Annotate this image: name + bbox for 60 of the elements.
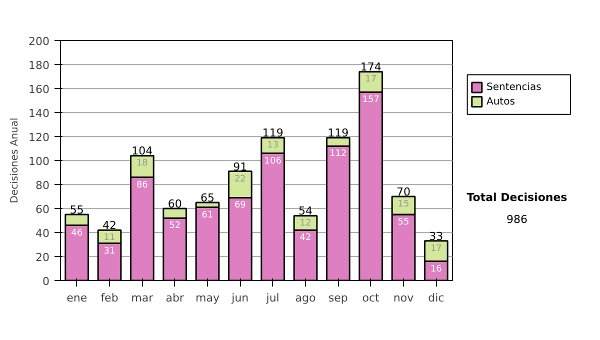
data-label: 86 bbox=[136, 180, 148, 190]
data-label: 17 bbox=[430, 244, 442, 254]
y-tick-label: 200 bbox=[28, 35, 50, 48]
x-tick-label: abr bbox=[166, 292, 184, 304]
y-tick-label: 120 bbox=[28, 131, 50, 144]
data-label: 42 bbox=[300, 233, 312, 244]
y-tick-label: 160 bbox=[28, 83, 50, 96]
total-label: 104 bbox=[132, 144, 153, 158]
total-label: 65 bbox=[200, 192, 214, 204]
total-label: 54 bbox=[298, 204, 312, 218]
text: 986 bbox=[505, 212, 528, 228]
total-label: 119 bbox=[328, 126, 349, 140]
x-tick-label: feb bbox=[100, 292, 118, 304]
total-label: 55 bbox=[70, 204, 84, 216]
x-tick-label: nov bbox=[393, 292, 414, 304]
total-label: 91 bbox=[233, 160, 248, 174]
data-label: 12 bbox=[300, 218, 312, 229]
x-tick-label: may bbox=[196, 292, 220, 304]
data-label: 46 bbox=[71, 228, 83, 238]
x-tick-label: mar bbox=[131, 292, 154, 304]
data-label: 13 bbox=[267, 140, 279, 151]
total-label: 33 bbox=[429, 230, 444, 243]
total-label: 119 bbox=[262, 126, 284, 140]
data-label: 112 bbox=[330, 149, 347, 160]
data-label: 15 bbox=[398, 200, 410, 210]
data-label: 16 bbox=[430, 264, 442, 274]
data-label: 22 bbox=[234, 174, 246, 184]
data-label: 11 bbox=[104, 233, 116, 244]
y-tick-label: 140 bbox=[28, 107, 50, 120]
data-label: 18 bbox=[136, 158, 148, 169]
y-tick-label: 20 bbox=[36, 251, 50, 264]
y-axis-title: Decisiones Anual bbox=[10, 118, 21, 204]
x-tick-label: ago bbox=[295, 292, 316, 304]
total-label: 60 bbox=[168, 198, 182, 210]
y-tick-label: 100 bbox=[28, 155, 50, 168]
total-label: 174 bbox=[360, 60, 382, 74]
data-label: 157 bbox=[362, 95, 380, 106]
x-tick-label: sep bbox=[328, 292, 348, 304]
x-tick-label: jul bbox=[265, 292, 280, 304]
x-tick-label: jun bbox=[230, 292, 249, 304]
data-label: 17 bbox=[365, 74, 377, 85]
total-label: 42 bbox=[102, 219, 116, 232]
data-label: 106 bbox=[264, 156, 282, 166]
x-tick-label: oct bbox=[362, 292, 380, 304]
x-tick-label: ene bbox=[66, 292, 88, 304]
text: Total Decisiones bbox=[466, 190, 568, 206]
y-tick-label: 40 bbox=[36, 227, 50, 240]
data-label: 61 bbox=[202, 210, 214, 220]
data-label: 55 bbox=[398, 218, 410, 228]
data-label: 52 bbox=[169, 221, 181, 232]
legend-label: Sentencias bbox=[486, 82, 542, 93]
x-tick-label: dic bbox=[428, 292, 444, 304]
total-label: 70 bbox=[396, 186, 410, 198]
y-tick-label: 180 bbox=[28, 59, 50, 72]
data-label: 31 bbox=[104, 246, 116, 256]
legend-label: Autos bbox=[486, 96, 515, 108]
data-label: 69 bbox=[234, 200, 246, 211]
y-tick-label: 80 bbox=[36, 179, 50, 192]
y-tick-label: 60 bbox=[36, 203, 50, 216]
y-tick-label: 0 bbox=[42, 275, 50, 288]
